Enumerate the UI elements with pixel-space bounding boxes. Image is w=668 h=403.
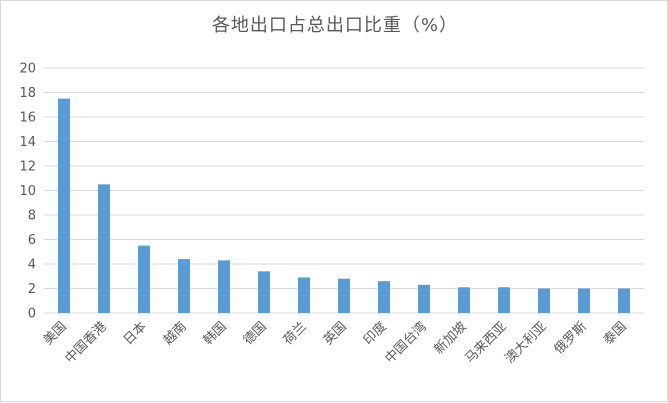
chart-title: 各地出口占总出口比重（%） xyxy=(211,15,459,36)
y-tick-label: 14 xyxy=(19,135,36,150)
x-category-label: 中国香港 xyxy=(62,319,109,366)
y-tick-label: 4 xyxy=(28,258,36,273)
x-category-label: 印度 xyxy=(360,319,390,349)
y-tick-label: 20 xyxy=(19,62,36,77)
x-category-label: 韩国 xyxy=(201,319,230,348)
bar-12 xyxy=(538,288,550,313)
x-category-label: 美国 xyxy=(41,319,70,348)
x-category-label: 中国台湾 xyxy=(382,319,430,367)
bar-0 xyxy=(58,98,70,313)
bar-8 xyxy=(378,281,390,313)
bar-9 xyxy=(418,284,430,313)
x-category-label: 泰国 xyxy=(601,319,630,348)
y-tick-label: 18 xyxy=(19,86,36,101)
bar-6 xyxy=(298,277,310,313)
bar-4 xyxy=(218,260,230,313)
bar-3 xyxy=(178,259,190,313)
bar-14 xyxy=(618,288,630,313)
x-category-label: 澳大利亚 xyxy=(502,319,550,367)
bar-7 xyxy=(338,278,350,313)
x-category-label: 马来西亚 xyxy=(462,319,509,366)
x-category-label: 英国 xyxy=(321,319,350,348)
y-tick-label: 10 xyxy=(19,184,36,199)
y-tick-label: 0 xyxy=(28,307,36,322)
x-category-label: 日本 xyxy=(121,319,150,348)
x-category-label: 荷兰 xyxy=(281,319,310,348)
bar-5 xyxy=(258,271,270,313)
y-tick-label: 6 xyxy=(28,233,36,248)
bar-1 xyxy=(98,184,110,313)
x-category-label: 越南 xyxy=(160,319,190,349)
bar-11 xyxy=(498,287,510,313)
bar-10 xyxy=(458,287,470,313)
y-tick-label: 2 xyxy=(28,282,36,297)
bar-2 xyxy=(138,245,150,313)
y-tick-label: 12 xyxy=(19,160,36,175)
x-category-label: 俄罗斯 xyxy=(552,319,590,357)
x-category-label: 新加坡 xyxy=(431,319,470,358)
y-tick-label: 16 xyxy=(19,111,36,126)
bar-13 xyxy=(578,288,590,313)
y-tick-label: 8 xyxy=(28,209,36,224)
x-category-label: 德国 xyxy=(241,319,270,348)
